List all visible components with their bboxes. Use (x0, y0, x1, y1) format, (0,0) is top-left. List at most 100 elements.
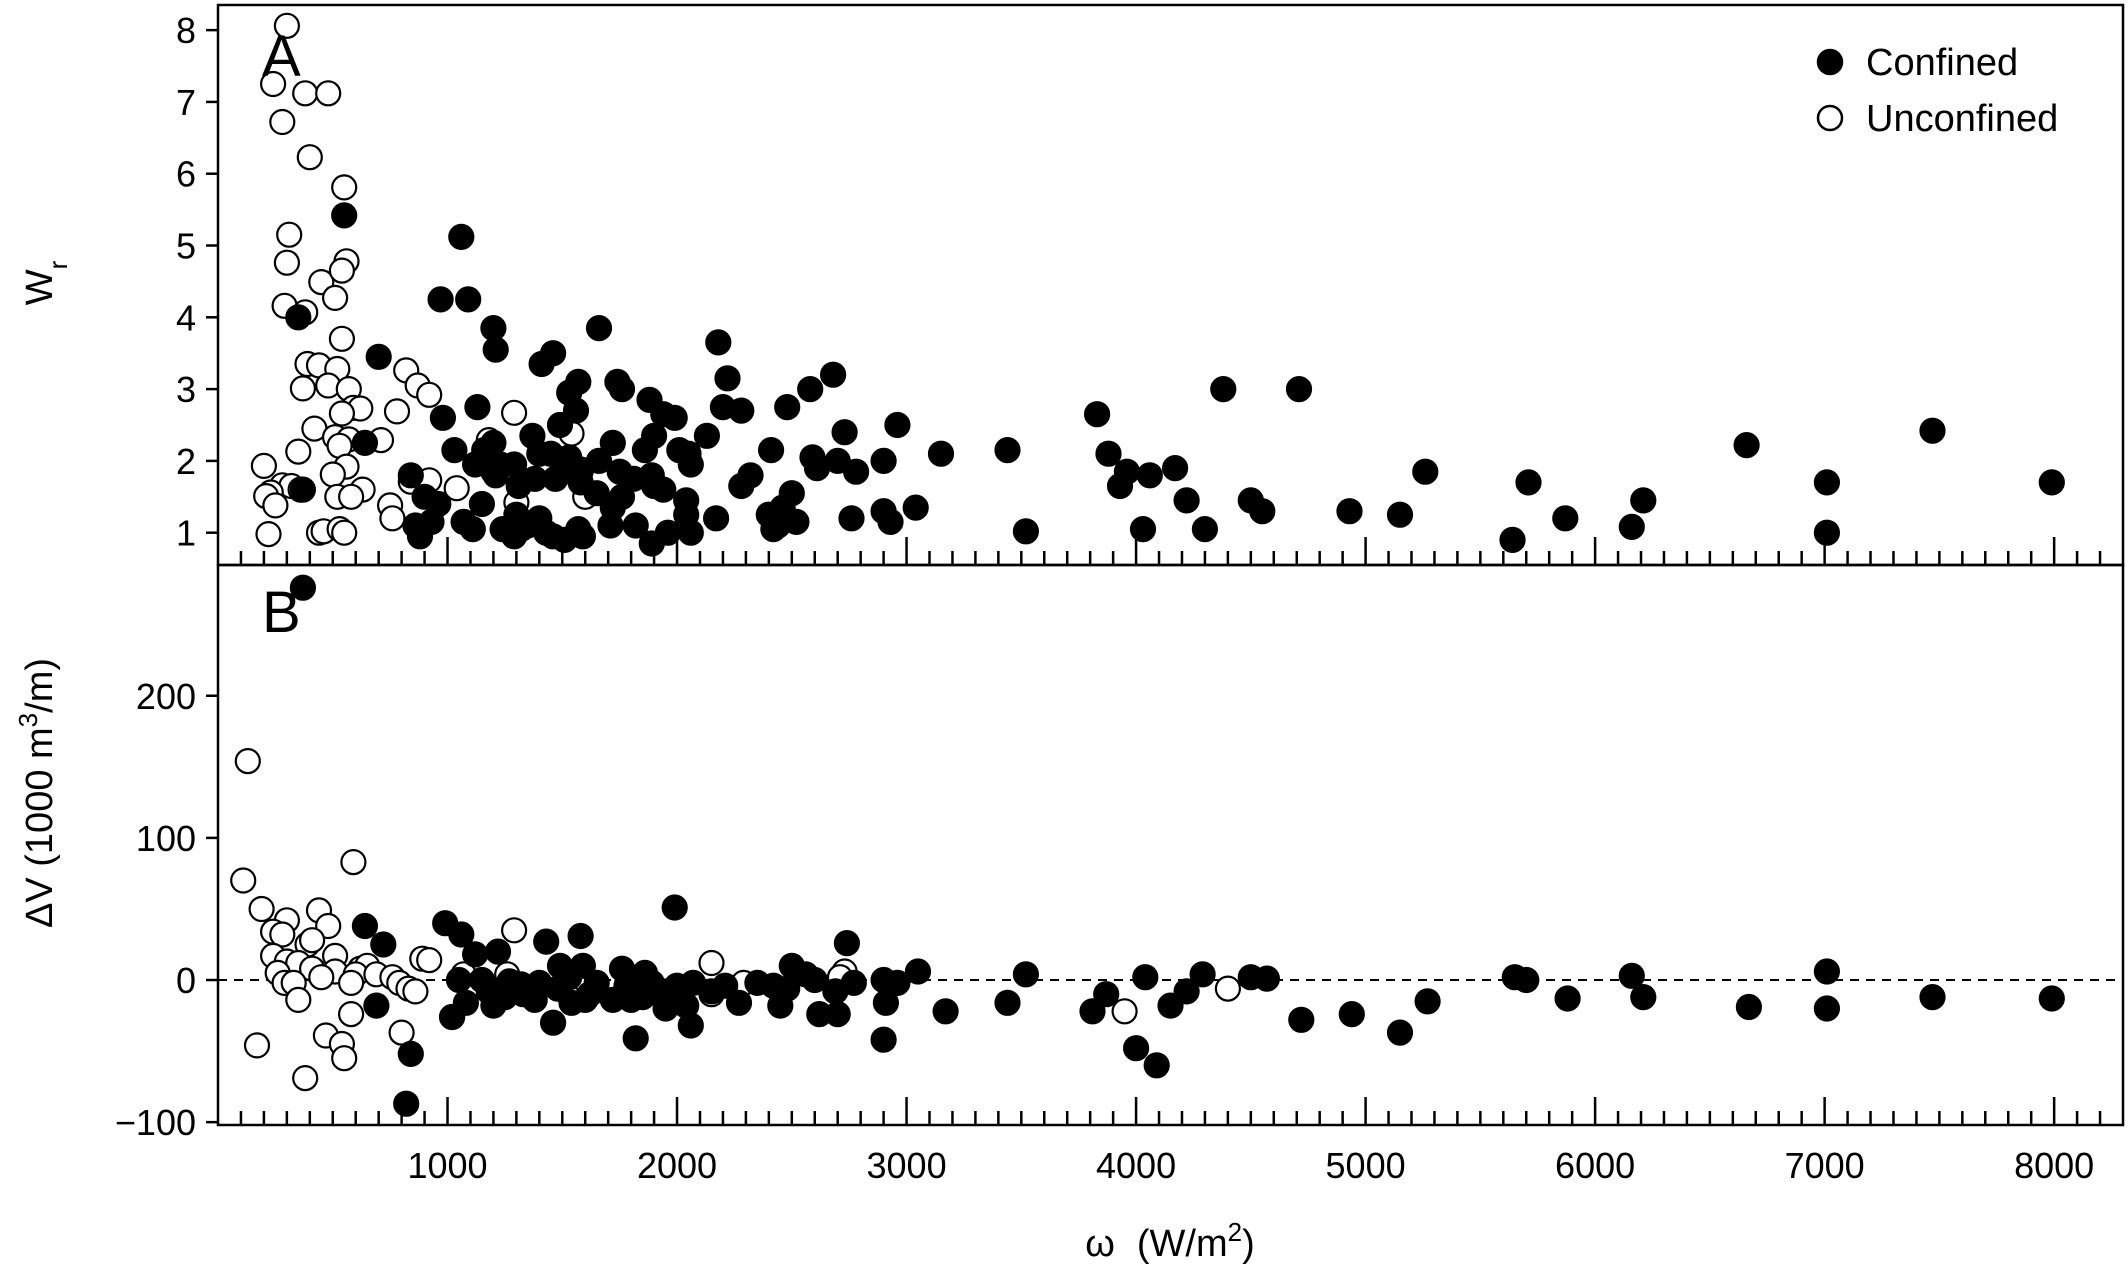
legend-unconfined-marker (1816, 104, 1844, 132)
confined-point (783, 508, 810, 536)
unconfined-point (698, 949, 725, 977)
confined-point (1554, 985, 1581, 1012)
x-tick-label: 1000 (407, 1145, 487, 1186)
y-tick-label: 4 (176, 297, 196, 338)
series-unconfined-b (230, 747, 1242, 1092)
confined-point (1253, 965, 1281, 992)
confined-point (661, 894, 688, 921)
y-tick-label: 2 (176, 441, 196, 482)
unconfined-point (338, 1000, 365, 1028)
confined-point (482, 336, 509, 363)
y-tick-label: 5 (176, 226, 196, 267)
y-tick-label: 0 (176, 960, 196, 1001)
confined-point (505, 472, 532, 500)
confined-point (397, 462, 424, 489)
confined-point (725, 989, 753, 1016)
confined-point (801, 966, 828, 994)
y-tick-label: 1 (176, 513, 196, 554)
confined-point (351, 912, 378, 940)
confined-point (1210, 376, 1237, 403)
confined-point (650, 476, 677, 503)
unconfined-point (322, 284, 349, 311)
x-tick-label: 8000 (2014, 1145, 2094, 1186)
confined-point (870, 447, 897, 474)
confined-point (904, 958, 932, 985)
confined-point (994, 989, 1021, 1016)
confined-point (289, 476, 316, 503)
panel-b-label: B (262, 580, 301, 645)
confined-point (464, 394, 491, 421)
confined-point (528, 350, 555, 378)
confined-point (542, 465, 569, 492)
unconfined-point (269, 108, 296, 136)
y-tick-label: 7 (176, 82, 196, 123)
confined-point (994, 437, 1021, 464)
series-unconfined-a (250, 12, 599, 548)
confined-point (572, 986, 599, 1014)
unconfined-point (234, 747, 261, 775)
confined-point (1336, 498, 1363, 525)
confined-point (482, 462, 509, 489)
confined-point (932, 998, 959, 1025)
confined-point (2038, 985, 2065, 1012)
confined-point (1813, 519, 1841, 546)
unconfined-point (500, 917, 528, 944)
confined-point (767, 992, 794, 1019)
confined-point (1012, 961, 1040, 988)
unconfined-point (248, 895, 275, 923)
unconfined-point (340, 848, 367, 876)
confined-point (285, 304, 312, 331)
confined-point (654, 519, 682, 546)
unconfined-point (416, 946, 443, 974)
confined-point (402, 512, 429, 539)
confined-point (608, 376, 636, 403)
confined-point (533, 928, 560, 955)
unconfined-point (273, 249, 300, 276)
x-axis-title: ω (W/m2) (1085, 1217, 1255, 1265)
confined-point (1132, 964, 1159, 991)
confined-point (819, 361, 847, 388)
confined-point (1106, 472, 1134, 500)
confined-point (393, 1090, 420, 1117)
confined-point (1733, 432, 1760, 459)
confined-point (439, 1003, 466, 1031)
confined-point (1079, 998, 1106, 1025)
confined-point (1513, 966, 1540, 994)
unconfined-point (230, 867, 257, 894)
panel-b-frame (216, 563, 2125, 1127)
confined-point (351, 429, 378, 456)
unconfined-point (262, 492, 289, 519)
confined-point (877, 508, 904, 536)
unconfined-point (296, 144, 323, 171)
confined-point (1414, 988, 1441, 1015)
confined-point (757, 437, 785, 464)
confined-point (1095, 440, 1122, 467)
confined-point (872, 989, 900, 1016)
confined-point (1552, 505, 1579, 532)
confined-point (425, 490, 452, 518)
confined-point (448, 921, 475, 948)
confined-point (1191, 515, 1219, 543)
unconfined-point (383, 398, 411, 425)
confined-point (1249, 498, 1276, 525)
confined-point (622, 512, 649, 539)
confined-point (1813, 958, 1841, 985)
panel-a-label: A (262, 24, 301, 89)
confined-point (1386, 1019, 1414, 1046)
confined-point (445, 966, 473, 994)
confined-point (1618, 962, 1645, 989)
confined-point (1012, 518, 1040, 545)
unconfined-point (338, 969, 365, 997)
confined-point (803, 455, 831, 482)
unconfined-point (402, 978, 429, 1005)
confined-point (441, 437, 468, 464)
confined-point (1919, 417, 1946, 444)
unconfined-point (443, 475, 470, 502)
unconfined-point (328, 325, 355, 352)
confined-point (1189, 961, 1216, 988)
confined-point (289, 574, 316, 601)
unconfined-point (500, 399, 528, 426)
unconfined-point (276, 221, 303, 248)
confined-point (1143, 1052, 1170, 1079)
x-tick-label: 2000 (637, 1145, 717, 1186)
